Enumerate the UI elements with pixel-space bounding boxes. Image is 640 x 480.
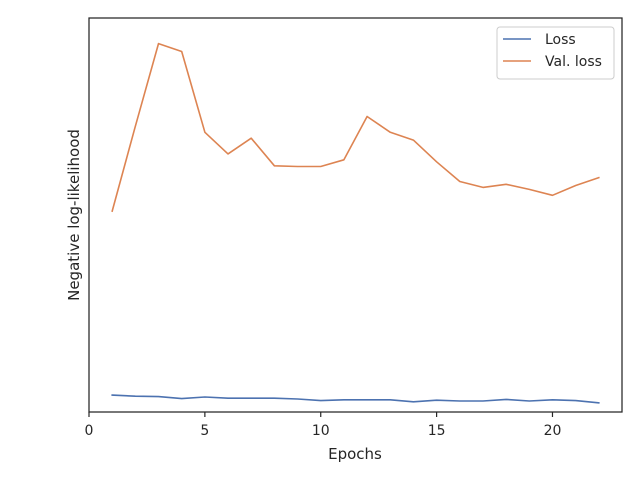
series-line-0 <box>111 394 600 404</box>
x-tick-label-2: 10 <box>312 423 330 439</box>
x-tick-label-3: 15 <box>428 423 446 439</box>
legend-label-0: Loss <box>545 32 576 48</box>
x-axis-ticks: 0 5 10 15 20 <box>85 412 562 439</box>
legend-box <box>496 26 615 80</box>
series-layer <box>111 42 600 404</box>
legend-label-1: Val. loss <box>545 54 602 70</box>
x-tick-label-1: 5 <box>200 423 209 439</box>
legend: Loss Val. loss <box>496 26 615 80</box>
plot-frame <box>88 17 623 413</box>
series-line-1 <box>111 42 600 213</box>
x-axis-label: Epochs <box>328 445 382 463</box>
x-tick-label-0: 0 <box>85 423 94 439</box>
y-axis-label: Negative log-likelihood <box>65 129 83 301</box>
x-tick-label-4: 20 <box>544 423 562 439</box>
